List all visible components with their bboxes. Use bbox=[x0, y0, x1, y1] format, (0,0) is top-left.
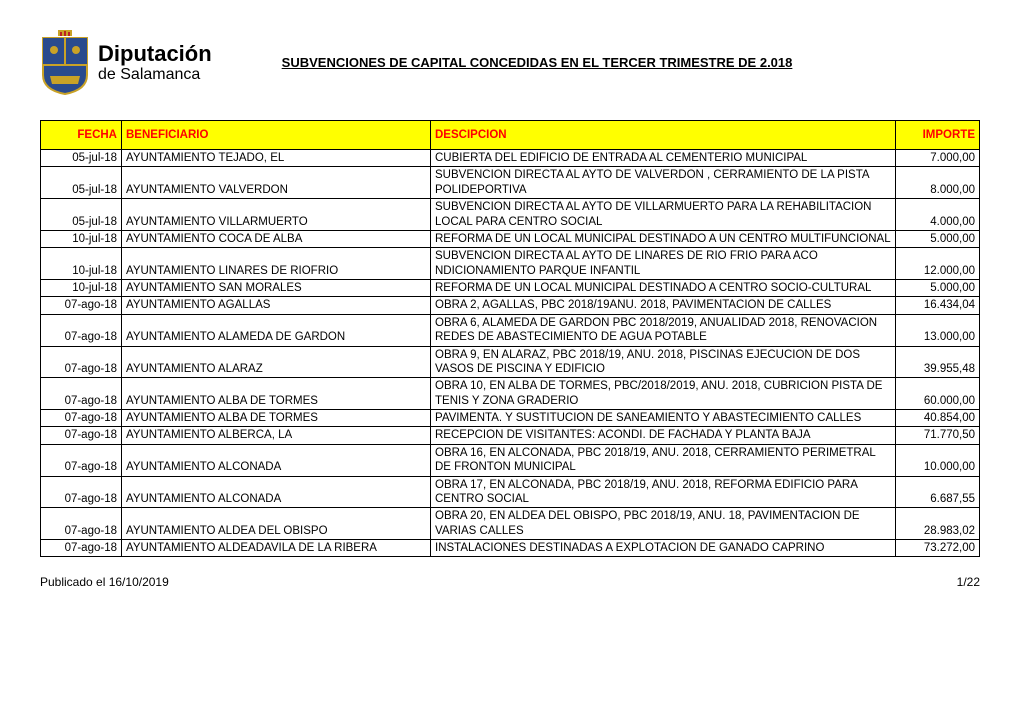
cell-beneficiario: AYUNTAMIENTO ALCONADA bbox=[122, 444, 431, 476]
cell-importe: 28.983,02 bbox=[896, 508, 980, 540]
table-header-row: FECHA BENEFICIARIO DESCIPCION IMPORTE bbox=[41, 121, 980, 150]
cell-descripcion: OBRA 2, AGALLAS, PBC 2018/19ANU. 2018, P… bbox=[431, 297, 896, 314]
cell-descripcion: OBRA 9, EN ALARAZ, PBC 2018/19, ANU. 201… bbox=[431, 346, 896, 378]
cell-importe: 60.000,00 bbox=[896, 378, 980, 410]
table-row: 07-ago-18AYUNTAMIENTO ALARAZOBRA 9, EN A… bbox=[41, 346, 980, 378]
cell-beneficiario: AYUNTAMIENTO ALAMEDA DE GARDON bbox=[122, 314, 431, 346]
table-row: 07-ago-18AYUNTAMIENTO AGALLASOBRA 2, AGA… bbox=[41, 297, 980, 314]
cell-beneficiario: AYUNTAMIENTO VILLARMUERTO bbox=[122, 199, 431, 231]
cell-descripcion: RECEPCION DE VISITANTES: ACONDI. DE FACH… bbox=[431, 427, 896, 444]
logo: Diputación de Salamanca bbox=[40, 30, 212, 95]
cell-fecha: 07-ago-18 bbox=[41, 297, 122, 314]
table-row: 07-ago-18AYUNTAMIENTO ALCONADAOBRA 17, E… bbox=[41, 476, 980, 508]
cell-importe: 13.000,00 bbox=[896, 314, 980, 346]
table-row: 07-ago-18AYUNTAMIENTO ALBA DE TORMESPAVI… bbox=[41, 410, 980, 427]
cell-importe: 6.687,55 bbox=[896, 476, 980, 508]
cell-fecha: 07-ago-18 bbox=[41, 508, 122, 540]
cell-descripcion: INSTALACIONES DESTINADAS A EXPLOTACION D… bbox=[431, 540, 896, 557]
table-row: 07-ago-18AYUNTAMIENTO ALAMEDA DE GARDONO… bbox=[41, 314, 980, 346]
cell-fecha: 07-ago-18 bbox=[41, 476, 122, 508]
cell-descripcion: OBRA 20, EN ALDEA DEL OBISPO, PBC 2018/1… bbox=[431, 508, 896, 540]
cell-importe: 71.770,50 bbox=[896, 427, 980, 444]
cell-fecha: 10-jul-18 bbox=[41, 280, 122, 297]
cell-beneficiario: AYUNTAMIENTO AGALLAS bbox=[122, 297, 431, 314]
header-fecha: FECHA bbox=[41, 121, 122, 150]
cell-fecha: 07-ago-18 bbox=[41, 314, 122, 346]
cell-beneficiario: AYUNTAMIENTO ALBA DE TORMES bbox=[122, 410, 431, 427]
page-header: Diputación de Salamanca SUBVENCIONES DE … bbox=[40, 30, 980, 95]
table-row: 07-ago-18AYUNTAMIENTO ALCONADAOBRA 16, E… bbox=[41, 444, 980, 476]
cell-beneficiario: AYUNTAMIENTO VALVERDON bbox=[122, 167, 431, 199]
cell-descripcion: OBRA 16, EN ALCONADA, PBC 2018/19, ANU. … bbox=[431, 444, 896, 476]
cell-beneficiario: AYUNTAMIENTO ALARAZ bbox=[122, 346, 431, 378]
header-beneficiario: BENEFICIARIO bbox=[122, 121, 431, 150]
cell-fecha: 07-ago-18 bbox=[41, 346, 122, 378]
cell-descripcion: PAVIMENTA. Y SUSTITUCION DE SANEAMIENTO … bbox=[431, 410, 896, 427]
cell-fecha: 05-jul-18 bbox=[41, 167, 122, 199]
cell-fecha: 07-ago-18 bbox=[41, 410, 122, 427]
footer-date: Publicado el 16/10/2019 bbox=[40, 575, 169, 589]
table-row: 07-ago-18AYUNTAMIENTO ALBERCA, LARECEPCI… bbox=[41, 427, 980, 444]
table-row: 05-jul-18AYUNTAMIENTO VALVERDONSUBVENCIO… bbox=[41, 167, 980, 199]
cell-descripcion: OBRA 6, ALAMEDA DE GARDON PBC 2018/2019,… bbox=[431, 314, 896, 346]
cell-beneficiario: AYUNTAMIENTO COCA DE ALBA bbox=[122, 230, 431, 247]
cell-descripcion: SUBVENCION DIRECTA AL AYTO DE LINARES DE… bbox=[431, 248, 896, 280]
table-row: 05-jul-18AYUNTAMIENTO TEJADO, ELCUBIERTA… bbox=[41, 150, 980, 167]
cell-fecha: 07-ago-18 bbox=[41, 378, 122, 410]
cell-fecha: 05-jul-18 bbox=[41, 199, 122, 231]
cell-fecha: 07-ago-18 bbox=[41, 540, 122, 557]
page-title: SUBVENCIONES DE CAPITAL CONCEDIDAS EN EL… bbox=[252, 55, 980, 70]
cell-importe: 5.000,00 bbox=[896, 230, 980, 247]
cell-descripcion: SUBVENCION DIRECTA AL AYTO DE VILLARMUER… bbox=[431, 199, 896, 231]
table-row: 10-jul-18AYUNTAMIENTO SAN MORALESREFORMA… bbox=[41, 280, 980, 297]
table-row: 07-ago-18AYUNTAMIENTO ALDEADAVILA DE LA … bbox=[41, 540, 980, 557]
subvenciones-table: FECHA BENEFICIARIO DESCIPCION IMPORTE 05… bbox=[40, 120, 980, 557]
cell-importe: 10.000,00 bbox=[896, 444, 980, 476]
cell-importe: 5.000,00 bbox=[896, 280, 980, 297]
cell-beneficiario: AYUNTAMIENTO ALDEA DEL OBISPO bbox=[122, 508, 431, 540]
cell-importe: 39.955,48 bbox=[896, 346, 980, 378]
footer-page: 1/22 bbox=[957, 575, 980, 589]
cell-beneficiario: AYUNTAMIENTO ALBERCA, LA bbox=[122, 427, 431, 444]
page-footer: Publicado el 16/10/2019 1/22 bbox=[40, 575, 980, 589]
cell-importe: 40.854,00 bbox=[896, 410, 980, 427]
cell-importe: 73.272,00 bbox=[896, 540, 980, 557]
logo-line2: de Salamanca bbox=[98, 66, 212, 84]
logo-line1: Diputación bbox=[98, 42, 212, 66]
cell-fecha: 07-ago-18 bbox=[41, 444, 122, 476]
cell-beneficiario: AYUNTAMIENTO ALCONADA bbox=[122, 476, 431, 508]
table-row: 10-jul-18AYUNTAMIENTO COCA DE ALBAREFORM… bbox=[41, 230, 980, 247]
cell-beneficiario: AYUNTAMIENTO ALBA DE TORMES bbox=[122, 378, 431, 410]
cell-beneficiario: AYUNTAMIENTO TEJADO, EL bbox=[122, 150, 431, 167]
table-row: 07-ago-18AYUNTAMIENTO ALBA DE TORMESOBRA… bbox=[41, 378, 980, 410]
cell-descripcion: CUBIERTA DEL EDIFICIO DE ENTRADA AL CEME… bbox=[431, 150, 896, 167]
cell-fecha: 10-jul-18 bbox=[41, 248, 122, 280]
cell-importe: 12.000,00 bbox=[896, 248, 980, 280]
header-importe: IMPORTE bbox=[896, 121, 980, 150]
cell-descripcion: SUBVENCION DIRECTA AL AYTO DE VALVERDON … bbox=[431, 167, 896, 199]
cell-beneficiario: AYUNTAMIENTO LINARES DE RIOFRIO bbox=[122, 248, 431, 280]
cell-importe: 8.000,00 bbox=[896, 167, 980, 199]
header-descripcion: DESCIPCION bbox=[431, 121, 896, 150]
table-row: 05-jul-18AYUNTAMIENTO VILLARMUERTOSUBVEN… bbox=[41, 199, 980, 231]
cell-fecha: 07-ago-18 bbox=[41, 427, 122, 444]
cell-descripcion: OBRA 17, EN ALCONADA, PBC 2018/19, ANU. … bbox=[431, 476, 896, 508]
cell-descripcion: REFORMA DE UN LOCAL MUNICIPAL DESTINADO … bbox=[431, 230, 896, 247]
cell-descripcion: REFORMA DE UN LOCAL MUNICIPAL DESTINADO … bbox=[431, 280, 896, 297]
cell-beneficiario: AYUNTAMIENTO SAN MORALES bbox=[122, 280, 431, 297]
cell-importe: 16.434,04 bbox=[896, 297, 980, 314]
cell-importe: 7.000,00 bbox=[896, 150, 980, 167]
table-row: 07-ago-18AYUNTAMIENTO ALDEA DEL OBISPOOB… bbox=[41, 508, 980, 540]
shield-icon bbox=[40, 30, 90, 95]
cell-descripcion: OBRA 10, EN ALBA DE TORMES, PBC/2018/201… bbox=[431, 378, 896, 410]
logo-text: Diputación de Salamanca bbox=[98, 42, 212, 84]
cell-beneficiario: AYUNTAMIENTO ALDEADAVILA DE LA RIBERA bbox=[122, 540, 431, 557]
cell-fecha: 05-jul-18 bbox=[41, 150, 122, 167]
cell-fecha: 10-jul-18 bbox=[41, 230, 122, 247]
cell-importe: 4.000,00 bbox=[896, 199, 980, 231]
table-row: 10-jul-18AYUNTAMIENTO LINARES DE RIOFRIO… bbox=[41, 248, 980, 280]
